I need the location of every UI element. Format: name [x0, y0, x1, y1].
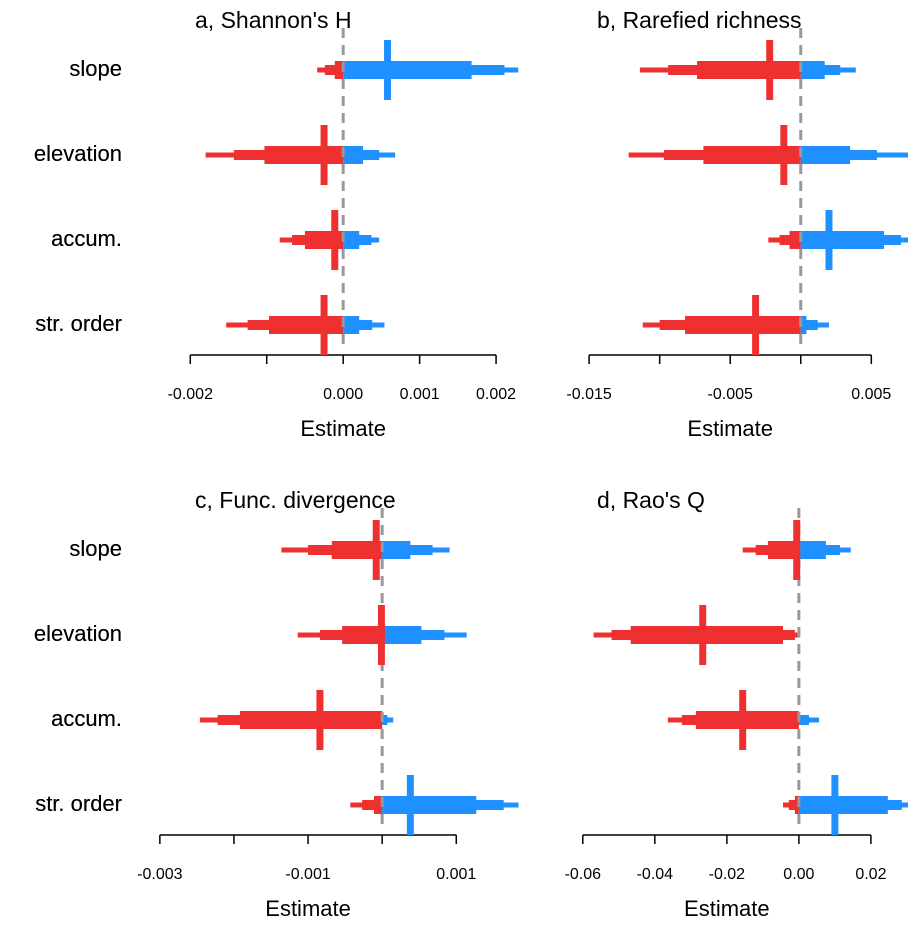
- interval-negative: [697, 61, 801, 79]
- category-label: elevation: [34, 141, 122, 166]
- interval-negative: [695, 711, 799, 729]
- interval-positive: [800, 316, 807, 334]
- category-label: str. order: [35, 311, 122, 336]
- estimate: [766, 40, 774, 100]
- category-label: str. order: [35, 311, 122, 336]
- interval-positive: [382, 541, 411, 559]
- estimate: [831, 775, 839, 835]
- estimate: [377, 605, 385, 665]
- x-tick-label: 0.002: [476, 386, 516, 403]
- interval-positive: [343, 231, 360, 249]
- x-tick-label: 0.00: [783, 866, 814, 883]
- interval-negative: [269, 316, 344, 334]
- x-tick-label: -0.005: [708, 386, 753, 403]
- x-tick-label: 0.000: [323, 386, 363, 403]
- x-axis-label: Estimate: [684, 896, 770, 921]
- estimate: [752, 295, 760, 355]
- estimate: [320, 295, 328, 355]
- interval-positive: [800, 146, 851, 164]
- x-axis-label: Estimate: [300, 416, 386, 441]
- estimate: [739, 690, 747, 750]
- panel-title: d, Rao's Q: [597, 487, 705, 513]
- category-label: elevation: [34, 621, 122, 646]
- interval-negative: [789, 231, 801, 249]
- interval-negative: [788, 800, 799, 810]
- x-tick-label: 0.005: [851, 386, 891, 403]
- x-axis-label: Estimate: [687, 416, 773, 441]
- x-tick-label: -0.04: [637, 866, 674, 883]
- x-tick-label: -0.001: [285, 866, 330, 883]
- category-label: elevation: [34, 141, 122, 166]
- estimate: [372, 520, 380, 580]
- category-label: accum.: [51, 706, 122, 731]
- x-tick-label: -0.002: [168, 386, 213, 403]
- category-label: elevation: [34, 621, 122, 646]
- interval-positive: [800, 231, 885, 249]
- estimate: [331, 210, 339, 270]
- panel-title: b, Rarefied richness: [597, 7, 802, 33]
- interval-negative: [685, 316, 801, 334]
- x-tick-label: 0.001: [400, 386, 440, 403]
- interval-negative: [239, 711, 383, 729]
- category-label: slope: [69, 536, 122, 561]
- interval-positive: [343, 61, 472, 79]
- interval-positive: [798, 541, 826, 559]
- interval-positive: [343, 316, 360, 334]
- estimate: [699, 605, 707, 665]
- category-label: accum.: [51, 226, 122, 251]
- x-tick-label: -0.003: [137, 866, 182, 883]
- x-tick-label: -0.02: [709, 866, 746, 883]
- interval-positive: [798, 796, 888, 814]
- interval-negative: [331, 541, 383, 559]
- category-label: accum.: [51, 706, 122, 731]
- interval-negative: [342, 626, 383, 644]
- estimate: [825, 210, 833, 270]
- category-label: str. order: [35, 791, 122, 816]
- estimate: [384, 40, 392, 100]
- interval-positive: [798, 715, 809, 725]
- estimate: [406, 775, 414, 835]
- x-tick-label: -0.06: [565, 866, 602, 883]
- x-tick-label: 0.02: [855, 866, 886, 883]
- x-axis-label: Estimate: [265, 896, 351, 921]
- interval-positive: [800, 61, 825, 79]
- interval-positive: [343, 146, 364, 164]
- category-label: accum.: [51, 226, 122, 251]
- x-tick-label: 0.001: [436, 866, 476, 883]
- interval-positive: [382, 626, 422, 644]
- estimate: [793, 520, 801, 580]
- interval-positive: [382, 717, 394, 723]
- estimate: [320, 125, 328, 185]
- panel: c, Func. divergence slope elevation accum. s…: [34, 487, 519, 921]
- panel-title: c, Func. divergence: [195, 487, 396, 513]
- interval-negative: [374, 796, 383, 814]
- panel: d, Rao's Q slope elevation accum. str. order…: [34, 487, 908, 921]
- panel: b, Rarefied richness slope elevation accum.…: [34, 7, 908, 441]
- interval-positive: [382, 796, 477, 814]
- interval-negative: [362, 800, 383, 810]
- interval-positive: [382, 715, 388, 725]
- interval-negative: [703, 146, 801, 164]
- interval-positive: [800, 320, 818, 330]
- plot-area: [205, 28, 519, 355]
- interval-negative: [264, 146, 344, 164]
- panel: a, Shannon's H slope elevation accum. str. o…: [34, 7, 519, 441]
- plot-area: [199, 508, 519, 835]
- category-label: slope: [69, 536, 122, 561]
- interval-negative: [324, 65, 344, 75]
- panel-title: a, Shannon's H: [195, 7, 352, 33]
- estimate: [780, 125, 788, 185]
- category-label: str. order: [35, 791, 122, 816]
- interval-negative: [334, 61, 344, 79]
- interval-negative: [767, 541, 799, 559]
- plot-area: [628, 28, 908, 355]
- category-label: slope: [69, 56, 122, 81]
- interval-negative: [630, 626, 784, 644]
- x-tick-label: -0.015: [566, 386, 611, 403]
- plot-area: [593, 508, 908, 835]
- interval-negative: [794, 796, 799, 814]
- estimate: [316, 690, 324, 750]
- category-label: slope: [69, 56, 122, 81]
